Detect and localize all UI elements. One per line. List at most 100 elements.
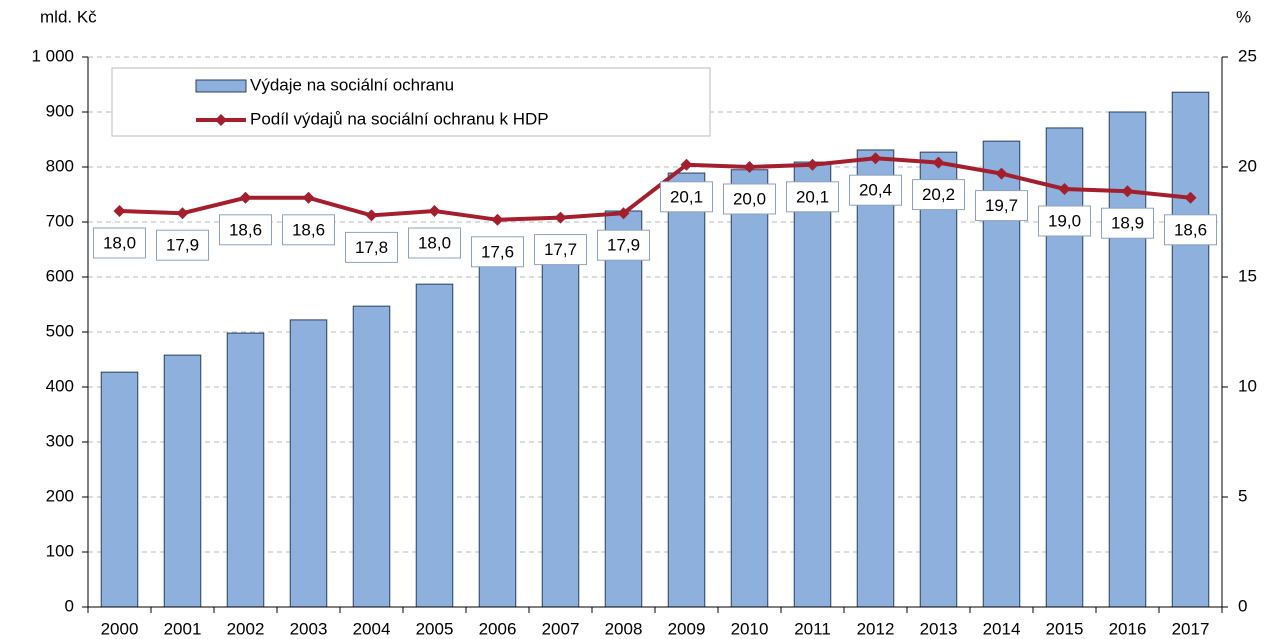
line-marker (428, 205, 441, 217)
data-label: 20,4 (859, 181, 892, 200)
bar (1045, 127, 1084, 608)
data-label-box (282, 214, 335, 246)
x-tick-label: 2011 (794, 619, 831, 638)
data-label-box (345, 231, 398, 263)
data-label-box (786, 181, 839, 213)
x-tick-label: 2009 (668, 619, 706, 638)
bar (478, 258, 517, 608)
x-tick-label: 2017 (1172, 619, 1210, 638)
y-tick-label: 0 (65, 596, 74, 615)
bar (604, 210, 643, 608)
line-marker (491, 213, 504, 226)
line-marker (1058, 183, 1071, 195)
bar (415, 283, 454, 608)
y-tick-label: 900 (46, 101, 74, 120)
x-tick-label: 2006 (479, 619, 517, 638)
y2-tick-label: 20 (1238, 156, 1257, 175)
data-label: 20,1 (796, 187, 829, 206)
bar (919, 151, 958, 608)
bar (667, 172, 706, 608)
data-label: 17,6 (481, 242, 514, 261)
data-label: 17,8 (355, 238, 388, 257)
line-marker (176, 207, 189, 220)
line-marker (554, 211, 567, 224)
data-label: 17,7 (544, 240, 577, 259)
data-label-box (1101, 207, 1154, 239)
line-marker (680, 158, 693, 171)
legend-marker (215, 114, 227, 126)
x-tick-label: 2014 (983, 619, 1021, 638)
bar (100, 371, 139, 608)
x-tick-label: 2012 (857, 619, 895, 638)
data-label-box (219, 214, 272, 246)
x-tick-label: 2004 (353, 619, 391, 638)
line-marker (995, 167, 1008, 180)
legend-label: Podíl výdajů na sociální ochranu k HDP (250, 109, 549, 128)
line-marker (239, 191, 252, 204)
x-tick-label: 2001 (164, 619, 202, 638)
data-label: 18,6 (229, 220, 262, 239)
legend-label: Výdaje na sociální ochranu (250, 75, 454, 94)
y-tick-label: 500 (46, 321, 74, 340)
line-marker (365, 209, 378, 222)
bar (793, 161, 832, 608)
x-tick-label: 2007 (542, 619, 580, 638)
data-label-box (93, 227, 146, 259)
data-label-box (471, 236, 524, 268)
y-tick-label: 100 (46, 541, 74, 560)
data-label-box (975, 190, 1028, 222)
data-label: 20,0 (733, 189, 766, 208)
y-tick-label: 1 000 (31, 46, 74, 65)
data-label: 18,0 (418, 233, 451, 252)
y2-tick-label: 10 (1238, 376, 1257, 395)
bar (1171, 91, 1210, 608)
data-label: 18,6 (292, 220, 325, 239)
line-marker (869, 152, 882, 165)
line-marker (1121, 185, 1134, 198)
y2-tick-label: 5 (1238, 486, 1247, 505)
data-label: 18,0 (103, 233, 136, 252)
bar (730, 169, 769, 608)
data-label-box (597, 229, 650, 261)
y2-axis-label: % (1236, 7, 1251, 26)
y-tick-label: 600 (46, 266, 74, 285)
y-axis-label: mld. Kč (40, 7, 97, 26)
x-tick-label: 2015 (1046, 619, 1084, 638)
y-tick-label: 200 (46, 486, 74, 505)
data-label-box (723, 183, 776, 215)
line-marker (932, 156, 945, 169)
x-tick-label: 2003 (290, 619, 328, 638)
y-tick-label: 700 (46, 211, 74, 230)
x-tick-label: 2008 (605, 619, 643, 638)
line-marker (743, 161, 756, 173)
legend-swatch (195, 79, 247, 93)
x-tick-label: 2005 (416, 619, 454, 638)
data-label: 20,1 (670, 187, 703, 206)
bar (226, 332, 265, 608)
data-label-box (534, 234, 587, 266)
line-marker (1184, 191, 1197, 204)
line-marker (302, 191, 315, 204)
x-tick-label: 2016 (1109, 619, 1147, 638)
y-tick-label: 300 (46, 431, 74, 450)
data-label: 17,9 (166, 236, 199, 255)
bar (352, 305, 391, 608)
data-label-box (156, 229, 209, 261)
bar (163, 354, 202, 608)
data-label: 19,0 (1048, 211, 1081, 230)
data-label-box (849, 174, 902, 206)
data-label-box (912, 179, 965, 211)
y-tick-label: 400 (46, 376, 74, 395)
data-label-box (408, 227, 461, 259)
x-tick-label: 2010 (731, 619, 769, 638)
x-tick-label: 2002 (227, 619, 265, 638)
y2-tick-label: 15 (1238, 266, 1257, 285)
line-series (119, 156, 1191, 222)
bar (541, 251, 580, 608)
bar (289, 319, 328, 608)
y2-tick-label: 0 (1238, 596, 1247, 615)
data-label: 19,7 (985, 196, 1018, 215)
legend (111, 67, 711, 137)
line-marker (806, 158, 819, 171)
